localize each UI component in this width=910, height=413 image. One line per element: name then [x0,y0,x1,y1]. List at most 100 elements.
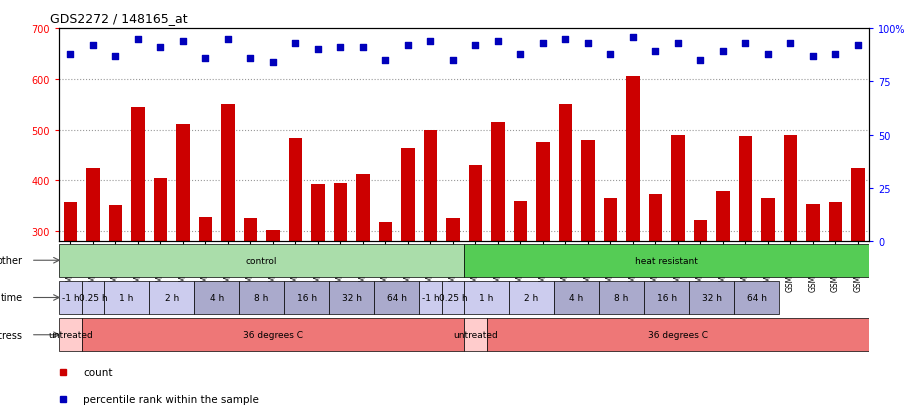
Point [805,53,820,60]
Bar [288,139,302,242]
Point [176,38,190,45]
Point [603,51,618,58]
Bar [82,281,104,314]
Bar [59,318,82,351]
Bar [716,192,730,242]
Bar [554,281,599,314]
Bar [536,143,550,242]
Bar [154,178,167,242]
Point [266,59,280,66]
Text: 36 degrees C: 36 degrees C [243,330,303,339]
Point [288,40,303,47]
Bar [177,125,189,242]
Text: 4 h: 4 h [209,293,224,302]
Point [220,36,235,43]
Bar [559,105,572,242]
Bar [693,221,707,242]
Point [468,43,482,49]
Bar [441,281,464,314]
Point [243,55,258,62]
Point [63,51,77,58]
Point [828,51,843,58]
Text: 36 degrees C: 36 degrees C [648,330,708,339]
Bar [59,244,464,277]
Point [131,36,146,43]
Point [513,51,528,58]
Bar [761,199,774,242]
Bar [491,123,504,242]
Bar [329,281,374,314]
Point [558,36,572,43]
Bar [266,230,279,242]
Text: untreated: untreated [48,330,93,339]
Bar [689,281,734,314]
Point [310,47,325,53]
Text: 16 h: 16 h [297,293,317,302]
Point [400,43,415,49]
Bar [82,318,464,351]
Point [581,40,595,47]
Point [108,53,123,60]
Bar [104,281,149,314]
Point [671,40,685,47]
Point [423,38,438,45]
Bar [284,281,329,314]
Bar [239,281,284,314]
Point [851,43,865,49]
Bar [131,107,145,242]
Text: 1 h: 1 h [119,293,134,302]
Bar [784,135,797,242]
Point [738,40,753,47]
Bar [464,281,509,314]
Text: 32 h: 32 h [341,293,361,302]
Bar [581,140,594,242]
Text: -1 h: -1 h [421,293,440,302]
Bar [108,205,122,242]
Text: 64 h: 64 h [746,293,766,302]
Text: 2 h: 2 h [524,293,539,302]
Point [536,40,551,47]
Bar [599,281,644,314]
Text: untreated: untreated [453,330,498,339]
Text: 8 h: 8 h [614,293,629,302]
Bar [509,281,554,314]
Bar [374,281,420,314]
Text: 32 h: 32 h [702,293,722,302]
Bar [603,199,617,242]
Text: 8 h: 8 h [255,293,268,302]
Bar [649,195,662,242]
Text: 0.25 h: 0.25 h [439,293,467,302]
Bar [64,202,77,242]
Bar [464,318,487,351]
Bar [334,183,347,242]
Text: heat resistant: heat resistant [635,256,698,265]
Bar [851,169,864,242]
Text: 0.25 h: 0.25 h [78,293,107,302]
Bar [828,202,842,242]
Point [490,38,505,45]
Bar [626,77,640,242]
Bar [59,281,82,314]
Bar [244,219,258,242]
Point [715,49,730,56]
Text: control: control [246,256,278,265]
Bar [356,174,369,242]
Bar [194,281,239,314]
Text: 16 h: 16 h [656,293,677,302]
Bar [487,318,869,351]
Bar [401,149,415,242]
Bar [671,135,684,242]
Bar [464,244,869,277]
Point [648,49,662,56]
Text: other: other [0,256,23,266]
Point [153,45,167,51]
Bar [469,166,482,242]
Bar [806,204,820,242]
Point [356,45,370,51]
Bar [379,223,392,242]
Text: 4 h: 4 h [570,293,583,302]
Bar [149,281,194,314]
Point [693,57,708,64]
Bar [198,217,212,242]
Text: 64 h: 64 h [387,293,407,302]
